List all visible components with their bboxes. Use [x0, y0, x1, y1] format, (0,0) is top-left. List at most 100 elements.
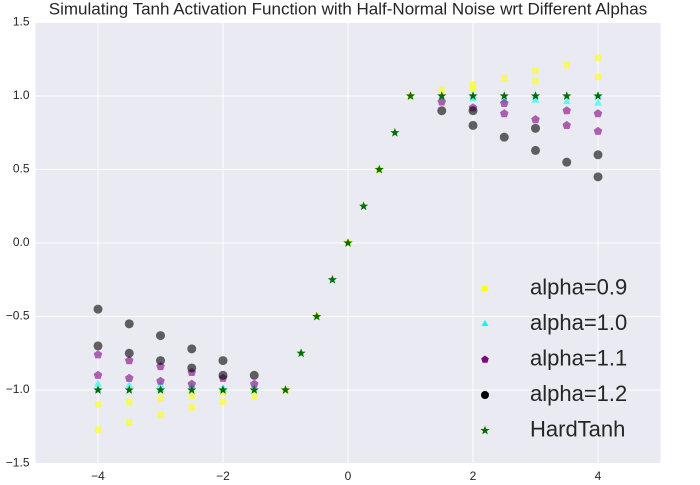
data-point: [156, 376, 165, 385]
data-point: [500, 98, 509, 107]
legend-label: alpha=1.1: [530, 345, 627, 370]
data-point: [593, 91, 603, 100]
y-tick-label: −0.5: [6, 309, 30, 323]
data-point: [250, 379, 259, 388]
data-point: [468, 91, 478, 100]
data-point: [155, 385, 166, 394]
data-point: [563, 61, 570, 69]
data-point: [251, 392, 258, 400]
data-point: [343, 238, 353, 247]
data-point: [327, 274, 337, 284]
data-point: [531, 123, 540, 133]
data-point: [93, 385, 103, 394]
legend-marker: [480, 425, 490, 435]
data-point: [156, 356, 165, 366]
data-point: [500, 109, 509, 118]
data-point: [499, 132, 509, 142]
data-point: [438, 86, 445, 94]
data-point: [124, 385, 134, 394]
data-point: [374, 164, 384, 174]
data-point: [93, 304, 103, 314]
data-point: [187, 344, 197, 354]
data-point: [124, 348, 134, 358]
data-point: [125, 381, 134, 388]
data-point: [390, 128, 400, 137]
data-point: [249, 385, 259, 394]
data-point: [93, 370, 103, 379]
data-point: [593, 126, 603, 135]
data-point: [219, 398, 227, 405]
data-point: [157, 411, 164, 419]
data-point: [468, 120, 478, 130]
data-point: [280, 385, 291, 394]
data-point: [188, 404, 195, 411]
data-point: [469, 85, 477, 92]
data-point: [187, 385, 197, 394]
chart-title: Simulating Tanh Activation Function with…: [49, 0, 647, 18]
data-point: [593, 109, 603, 118]
legend-label: HardTanh: [530, 416, 625, 441]
data-point: [126, 419, 133, 426]
data-point: [249, 370, 259, 380]
data-point: [562, 97, 571, 105]
data-point: [530, 91, 541, 100]
y-tick-label: 0.0: [13, 235, 30, 249]
data-point: [593, 172, 603, 182]
data-point: [126, 398, 133, 405]
data-point: [218, 385, 228, 394]
data-point: [93, 341, 103, 351]
data-point: [562, 120, 571, 129]
x-tick-label: 2: [470, 469, 477, 483]
data-point: [359, 201, 369, 211]
data-point: [187, 379, 196, 388]
data-point: [405, 91, 416, 100]
data-point: [125, 373, 134, 382]
data-point: [562, 91, 572, 100]
y-tick-label: 1.5: [13, 15, 30, 29]
data-point: [499, 91, 509, 100]
data-point: [593, 150, 603, 160]
legend-label: alpha=1.0: [530, 310, 627, 335]
y-tick-label: 0.5: [13, 162, 30, 176]
legend-marker: [481, 391, 489, 399]
data-point: [437, 91, 447, 100]
data-point: [296, 348, 306, 358]
legend-label: alpha=1.2: [530, 381, 627, 406]
data-point: [437, 97, 446, 106]
data-point: [594, 98, 602, 106]
data-point: [188, 392, 195, 400]
data-point: [94, 379, 102, 387]
data-point: [125, 356, 134, 365]
data-point: [437, 106, 447, 116]
data-point: [94, 401, 102, 408]
data-point: [468, 106, 478, 116]
data-point: [218, 356, 228, 366]
legend-marker: [482, 285, 488, 292]
data-point: [124, 319, 134, 329]
data-point: [562, 106, 571, 115]
y-tick-label: −1.5: [6, 456, 30, 470]
y-tick-label: 1.0: [13, 88, 30, 102]
x-tick-label: 0: [345, 469, 352, 483]
data-point: [532, 78, 539, 85]
data-point: [532, 67, 539, 75]
x-tick-label: −2: [216, 469, 230, 483]
data-point: [531, 95, 540, 103]
legend-label: alpha=0.9: [530, 274, 627, 299]
data-point: [312, 311, 322, 321]
data-point: [531, 115, 540, 124]
data-point: [531, 145, 540, 155]
x-tick-label: −4: [91, 469, 105, 483]
data-point: [594, 73, 602, 81]
legend-marker: [481, 355, 489, 363]
y-tick-label: −1.0: [6, 382, 30, 396]
data-point: [594, 54, 602, 61]
legend-marker: [481, 320, 489, 326]
data-point: [218, 370, 228, 380]
data-point: [156, 331, 165, 341]
data-point: [93, 350, 103, 359]
data-point: [501, 75, 508, 82]
data-point: [157, 395, 164, 402]
data-point: [562, 157, 572, 167]
